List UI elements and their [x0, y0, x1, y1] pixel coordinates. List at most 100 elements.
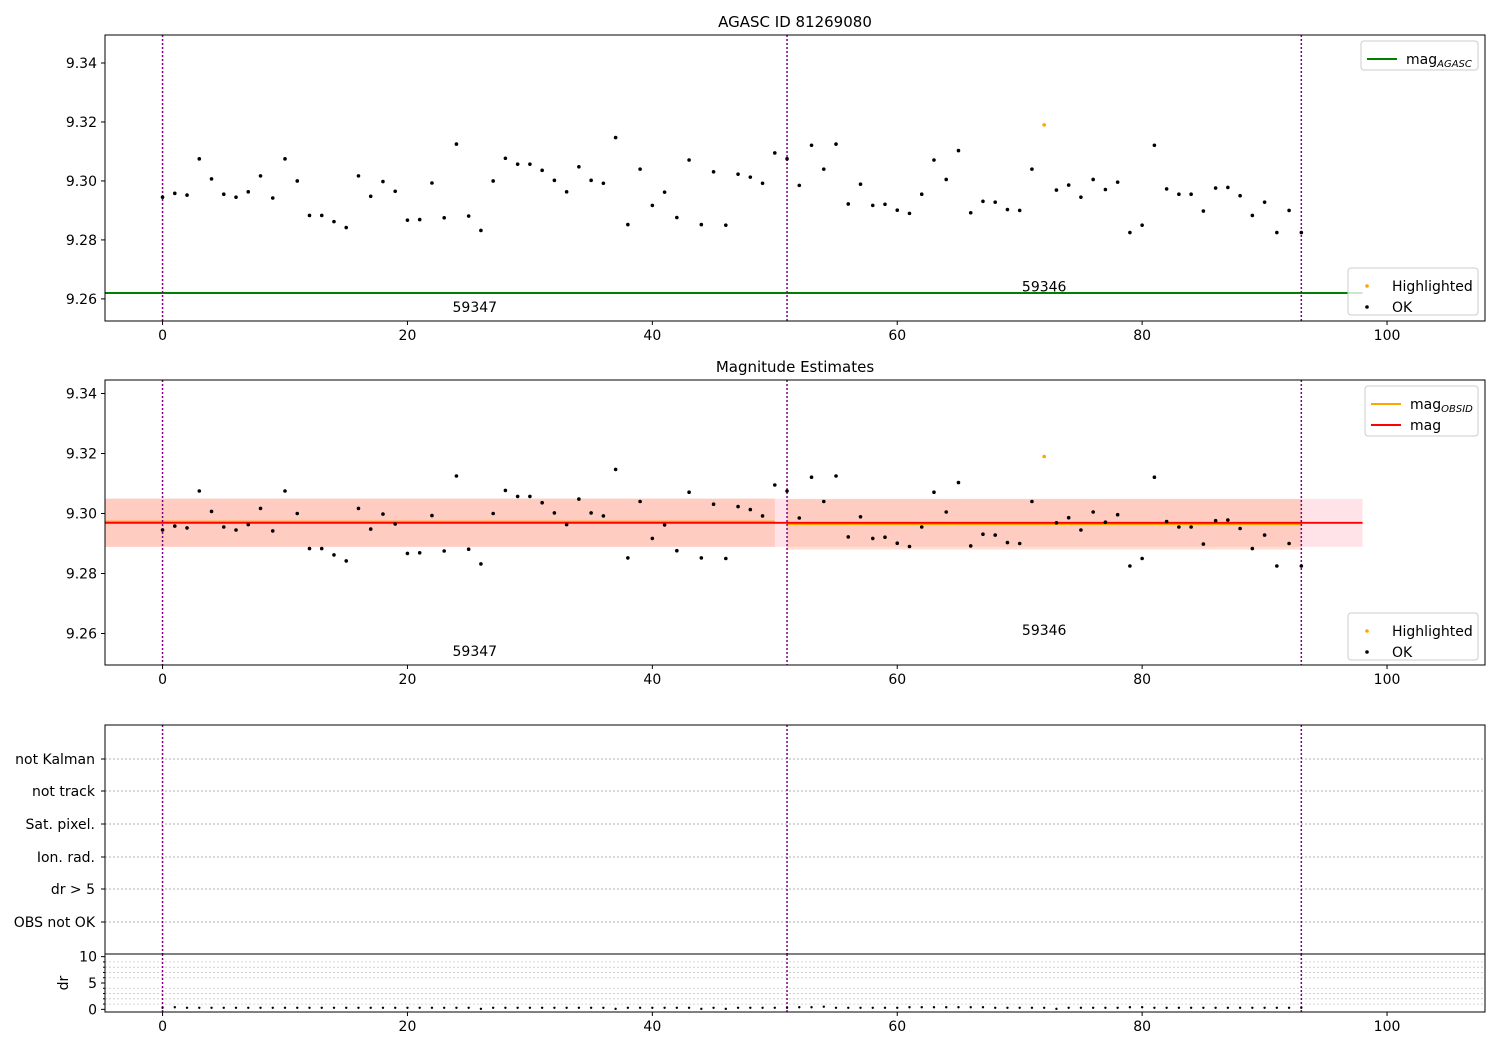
ok-point [785, 157, 789, 161]
dr-point [822, 1005, 825, 1008]
ok-point [797, 516, 802, 520]
ok-point [528, 162, 532, 166]
ok-point [552, 178, 557, 183]
highlighted-point [1042, 123, 1046, 127]
dr-point [663, 1006, 666, 1009]
plot-frame [104, 379, 1486, 666]
ok-point [1177, 525, 1181, 529]
ok-point [319, 213, 324, 218]
dr-point [418, 1006, 421, 1009]
ok-point [172, 191, 177, 196]
ok-point [503, 156, 508, 161]
dr-point [626, 1006, 630, 1009]
ok-point [601, 181, 606, 186]
ok-point [283, 489, 287, 493]
dr-point [1177, 1006, 1181, 1009]
ok-point [944, 510, 949, 514]
ok-point [1299, 230, 1304, 235]
ok-point [919, 192, 924, 197]
ok-point [1299, 564, 1304, 568]
ok-point [1201, 209, 1206, 213]
ok-point [221, 192, 226, 197]
ok-point [1238, 526, 1242, 531]
ok-point [1115, 180, 1120, 184]
ok-point [344, 559, 349, 563]
ok-point [883, 202, 887, 207]
ok-point [675, 548, 679, 553]
y-tick-label: 9.26 [66, 292, 97, 308]
dr-point [369, 1006, 372, 1009]
ok-point [626, 222, 630, 227]
ok-point [1262, 533, 1267, 537]
ok-point [638, 167, 642, 171]
dr-point [1067, 1006, 1070, 1009]
ok-point [1213, 518, 1218, 523]
ok-point [221, 525, 226, 529]
y-tick-label: 9.26 [66, 627, 97, 643]
ok-point [870, 203, 875, 208]
ok-point [699, 222, 704, 227]
dr-point [908, 1006, 911, 1009]
dr-point [687, 1006, 691, 1009]
dr-point [1104, 1006, 1107, 1009]
ok-point [797, 183, 802, 188]
ok-point [1079, 528, 1083, 532]
dr-point [198, 1006, 201, 1009]
legend-label: OK [1392, 300, 1413, 316]
flag-label: OBS not OK [14, 915, 96, 931]
ok-point [209, 177, 214, 181]
ok-point [748, 507, 753, 512]
legend-label: OK [1392, 645, 1413, 661]
ok-point [307, 546, 312, 551]
ok-point [393, 189, 398, 194]
dr-point [1128, 1006, 1132, 1009]
dr-point [1116, 1006, 1119, 1009]
dr-point [859, 1006, 862, 1009]
ok-point [907, 544, 912, 549]
ok-point [1091, 510, 1095, 514]
legend-dot-swatch [1365, 305, 1369, 309]
ok-point [834, 474, 838, 478]
ok-point [234, 195, 238, 199]
legend: magAGASC [1360, 40, 1479, 71]
dr-point [1153, 1006, 1156, 1009]
obs-label: 59347 [453, 644, 498, 660]
ok-point [1287, 541, 1291, 546]
ok-point [246, 522, 251, 527]
dr-point [1030, 1006, 1034, 1009]
ok-point [883, 535, 887, 539]
ok-point [1017, 208, 1022, 213]
dr-point [504, 1006, 507, 1009]
dr-point [1263, 1006, 1266, 1009]
ok-point [1005, 540, 1010, 545]
ok-point [270, 196, 275, 200]
ok-point [1091, 177, 1095, 182]
ok-point [662, 523, 667, 527]
ok-point [1103, 187, 1108, 192]
ok-point [430, 181, 434, 185]
ok-point [417, 217, 422, 222]
dr-point [283, 1006, 287, 1009]
panel-flags: not Kalman not track Sat. pixel. Ion. rad. d… [14, 724, 1486, 955]
x-tick-label: 20 [399, 328, 417, 344]
legend-box [1364, 385, 1479, 437]
dr-point [173, 1006, 176, 1009]
y-tick-label: 9.32 [66, 447, 97, 463]
ok-point [1152, 143, 1157, 148]
ok-point [430, 513, 434, 518]
ok-point [503, 488, 508, 493]
dr-point [210, 1006, 213, 1009]
ok-point [760, 514, 765, 518]
x-tick-label: 80 [1133, 672, 1151, 688]
ok-point [442, 216, 446, 220]
y-tick-label: 0 [88, 1002, 97, 1018]
ok-point [246, 190, 251, 194]
ok-point [197, 489, 202, 493]
ok-point [785, 489, 789, 493]
ok-point [577, 497, 581, 501]
ok-point [1128, 564, 1132, 568]
ok-point [1238, 193, 1242, 198]
dr-point [1165, 1006, 1168, 1009]
